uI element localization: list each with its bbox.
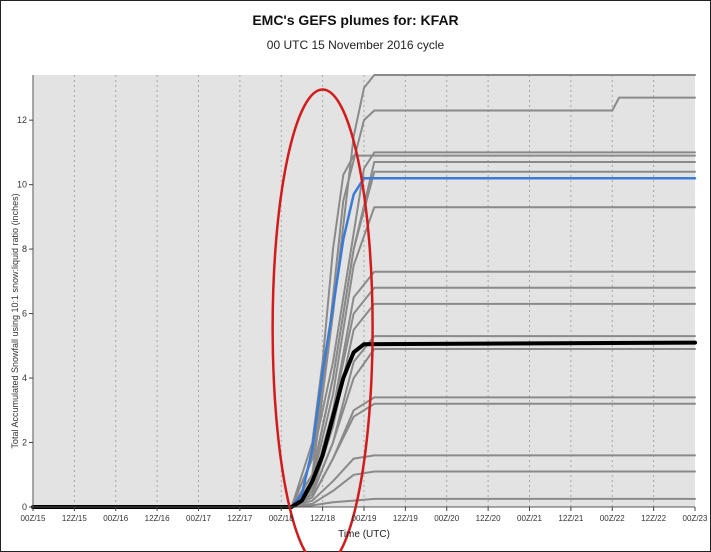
y-axis-label: Total Accumulated Snowfall using 10:1 sn…: [10, 193, 20, 448]
chart-subtitle: 00 UTC 15 November 2016 cycle: [266, 38, 445, 52]
x-tick-label: 00Z/21: [517, 514, 542, 523]
x-tick-label: 12Z/19: [393, 514, 418, 523]
x-tick-label: 00Z/15: [21, 514, 46, 523]
y-tick-label: 10: [17, 180, 27, 190]
y-tick-label: 2: [22, 438, 27, 448]
y-tick-label: 4: [22, 373, 27, 383]
x-tick-label: 12Z/18: [310, 514, 335, 523]
x-tick-label: 12Z/15: [62, 514, 87, 523]
tick-labels: 00Z/15 12Z/15 00Z/16 12Z/16 00Z/17 12Z/17 00Z/…: [17, 115, 708, 523]
x-axis-label: Time (UTC): [338, 529, 390, 540]
x-tick-label: 00Z/22: [600, 514, 625, 523]
y-tick-label: 0: [22, 502, 27, 512]
ensemble-mean-line: [31, 340, 697, 509]
x-tick-label: 12Z/16: [145, 514, 170, 523]
highlight-ellipse: [271, 88, 374, 552]
x-tick-label: 00Z/19: [352, 514, 377, 523]
x-tick-label: 12Z/20: [476, 514, 501, 523]
x-tick-label: 12Z/22: [641, 514, 666, 523]
y-tick-label: 6: [22, 309, 27, 319]
x-tick-label: 00Z/20: [434, 514, 459, 523]
x-tick-label: 12Z/21: [558, 514, 583, 523]
y-tick-label: 12: [17, 115, 27, 125]
x-tick-label: 00Z/17: [186, 514, 211, 523]
annotation-layer: [271, 88, 374, 552]
y-tick-label: 8: [22, 244, 27, 254]
x-tick-label: 00Z/16: [103, 514, 128, 523]
x-tick-label: 12Z/17: [227, 514, 252, 523]
chart-title: EMC's GEFS plumes for: KFAR: [252, 12, 459, 28]
ensemble-member-line: [32, 151, 696, 508]
x-tick-label: 00Z/18: [269, 514, 294, 523]
ensemble-member-line: [32, 154, 696, 508]
x-tick-label: 00Z/23: [683, 514, 708, 523]
control-member-line: [31, 176, 697, 509]
